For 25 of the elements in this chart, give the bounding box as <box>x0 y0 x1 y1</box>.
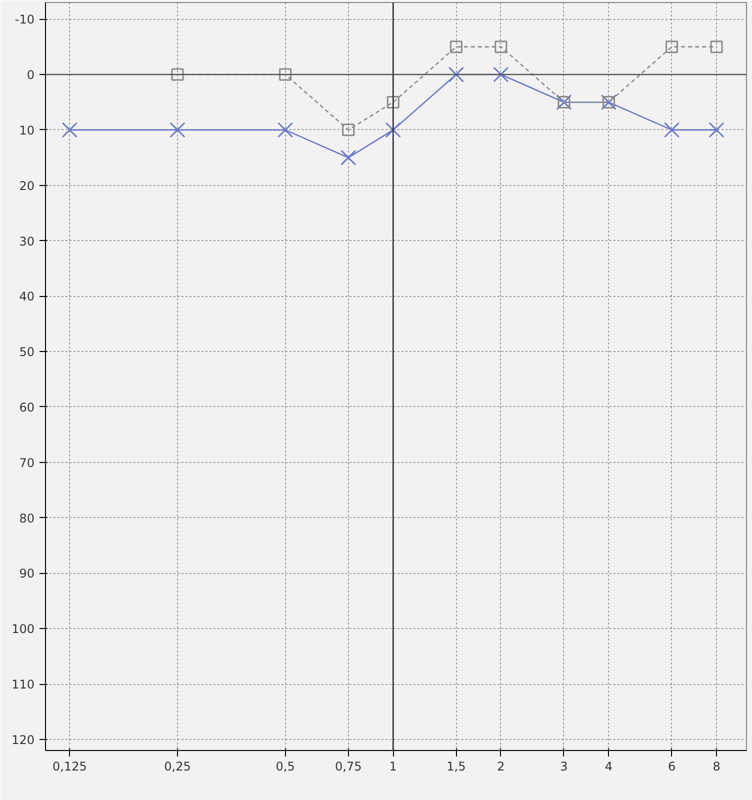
y-tick-label: 0 <box>26 68 35 82</box>
x-tick-label: 3 <box>560 760 568 774</box>
y-tick-label: 80 <box>19 511 35 526</box>
y-tick-label: 30 <box>19 234 35 248</box>
x-tick-label: 0,25 <box>164 760 191 774</box>
y-tick-label: 120 <box>12 732 34 747</box>
y-tick-label: 100 <box>12 622 34 636</box>
x-tick-label: 4 <box>604 760 613 774</box>
x-tick-label: 1,5 <box>446 760 466 774</box>
x-tick-label: 2 <box>497 760 505 774</box>
y-tick-label: 20 <box>19 178 35 193</box>
x-tick-label: 0,125 <box>52 760 87 774</box>
x-tick-label: 1 <box>389 760 397 774</box>
y-tick-label: 10 <box>19 123 35 138</box>
y-tick-label: 60 <box>19 400 35 414</box>
x-tick-label: 0,5 <box>276 760 295 774</box>
y-tick-label: 50 <box>19 345 35 360</box>
x-tick-label: 6 <box>668 760 676 774</box>
y-tick-label: -10 <box>14 12 35 27</box>
y-tick-label: 110 <box>12 678 34 692</box>
x-tick-label: 0,75 <box>335 760 362 774</box>
y-tick-label: 90 <box>19 566 35 581</box>
y-tick-label: 70 <box>19 456 35 470</box>
x-tick-label: 8 <box>712 760 720 774</box>
y-tick-label: 40 <box>19 290 35 304</box>
